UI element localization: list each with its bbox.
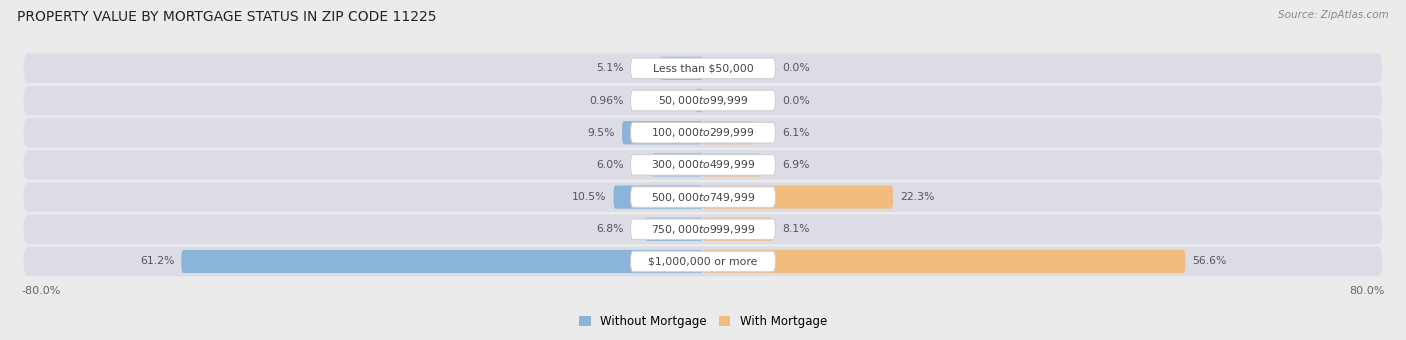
FancyBboxPatch shape (630, 58, 776, 79)
Text: $300,000 to $499,999: $300,000 to $499,999 (651, 158, 755, 171)
Text: $500,000 to $749,999: $500,000 to $749,999 (651, 191, 755, 204)
Text: Source: ZipAtlas.com: Source: ZipAtlas.com (1278, 10, 1389, 20)
FancyBboxPatch shape (24, 150, 1382, 180)
FancyBboxPatch shape (703, 121, 755, 144)
FancyBboxPatch shape (652, 153, 703, 176)
FancyBboxPatch shape (703, 218, 772, 241)
Text: 61.2%: 61.2% (141, 256, 174, 267)
FancyBboxPatch shape (695, 89, 703, 112)
Text: $1,000,000 or more: $1,000,000 or more (648, 256, 758, 267)
FancyBboxPatch shape (703, 250, 1185, 273)
FancyBboxPatch shape (630, 155, 776, 175)
Text: $50,000 to $99,999: $50,000 to $99,999 (658, 94, 748, 107)
FancyBboxPatch shape (630, 187, 776, 207)
Text: $100,000 to $299,999: $100,000 to $299,999 (651, 126, 755, 139)
Text: 22.3%: 22.3% (900, 192, 934, 202)
Text: 0.0%: 0.0% (782, 63, 810, 73)
Text: 5.1%: 5.1% (596, 63, 624, 73)
Text: 0.96%: 0.96% (589, 96, 624, 105)
Text: 10.5%: 10.5% (572, 192, 606, 202)
Text: PROPERTY VALUE BY MORTGAGE STATUS IN ZIP CODE 11225: PROPERTY VALUE BY MORTGAGE STATUS IN ZIP… (17, 10, 436, 24)
Text: 8.1%: 8.1% (782, 224, 810, 234)
Text: 6.9%: 6.9% (782, 160, 810, 170)
FancyBboxPatch shape (24, 182, 1382, 212)
FancyBboxPatch shape (24, 53, 1382, 83)
Text: Less than $50,000: Less than $50,000 (652, 63, 754, 73)
Text: 6.0%: 6.0% (596, 160, 624, 170)
Text: 0.0%: 0.0% (782, 96, 810, 105)
Text: 56.6%: 56.6% (1192, 256, 1226, 267)
Text: $750,000 to $999,999: $750,000 to $999,999 (651, 223, 755, 236)
FancyBboxPatch shape (630, 219, 776, 240)
Text: 6.1%: 6.1% (782, 128, 810, 138)
FancyBboxPatch shape (24, 246, 1382, 276)
FancyBboxPatch shape (613, 186, 703, 209)
Text: 80.0%: 80.0% (1350, 286, 1385, 295)
FancyBboxPatch shape (630, 122, 776, 143)
Text: -80.0%: -80.0% (21, 286, 60, 295)
FancyBboxPatch shape (181, 250, 703, 273)
Text: 6.8%: 6.8% (596, 224, 624, 234)
FancyBboxPatch shape (703, 186, 893, 209)
FancyBboxPatch shape (703, 153, 762, 176)
FancyBboxPatch shape (24, 215, 1382, 244)
FancyBboxPatch shape (645, 218, 703, 241)
FancyBboxPatch shape (630, 90, 776, 111)
FancyBboxPatch shape (659, 57, 703, 80)
FancyBboxPatch shape (24, 118, 1382, 148)
Text: 9.5%: 9.5% (588, 128, 616, 138)
FancyBboxPatch shape (621, 121, 703, 144)
FancyBboxPatch shape (24, 86, 1382, 115)
Legend: Without Mortgage, With Mortgage: Without Mortgage, With Mortgage (574, 310, 832, 333)
FancyBboxPatch shape (630, 251, 776, 272)
